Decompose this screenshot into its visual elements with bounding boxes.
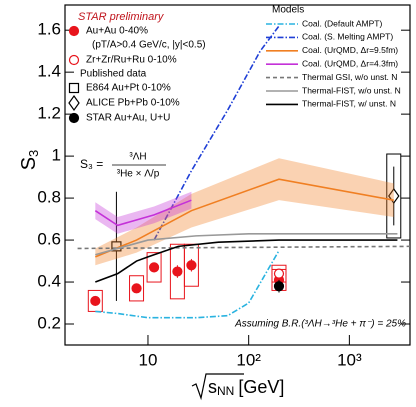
uncertainty-band (95, 191, 192, 234)
sys-box (146, 252, 162, 283)
chart-title: STAR preliminary (78, 11, 165, 23)
sys-box (129, 275, 145, 302)
br-note: Assuming B.R.(³ΛH→³He + π⁻) = 25% (234, 319, 406, 330)
y-tick-label: 0.2 (37, 313, 61, 332)
marker (388, 187, 400, 205)
formula-num: ³ΛH (129, 152, 146, 163)
y-tick-label: 1 (52, 146, 61, 165)
model-line (95, 232, 398, 256)
marker (131, 283, 142, 294)
formula-lhs: S₃ = (80, 157, 103, 171)
model-line (95, 239, 398, 283)
published-header: Published data (80, 69, 147, 80)
marker (68, 112, 80, 124)
legend-label: STAR Au+Au, U+U (86, 113, 170, 124)
x-label-unit: [GeV] (238, 377, 284, 397)
legend-label: Coal. (UrQMD, Δr=4.3fm) (302, 58, 398, 68)
y-tick-label: 1.6 (37, 20, 61, 39)
marker (148, 262, 160, 273)
y-tick-label: 0.4 (37, 272, 61, 291)
model-line (94, 199, 192, 227)
x-label-root: s (208, 377, 217, 397)
legend-label: Thermal-FIST, w/ unst. N (302, 99, 396, 109)
legend-label: Thermal GSI, w/o unst. N (302, 72, 397, 82)
x-tick-label: 10² (236, 350, 261, 369)
y-tick-label: 0.8 (37, 188, 61, 207)
marker (68, 94, 80, 112)
x-label-sub: NN (217, 384, 234, 398)
y-tick-label: 0.6 (37, 230, 61, 249)
marker (273, 281, 285, 292)
marker (172, 266, 183, 277)
marker (68, 82, 80, 94)
marker (68, 25, 80, 37)
model-line (95, 250, 280, 319)
uncertainty-band (95, 158, 394, 266)
x-tick-label: 10 (139, 350, 158, 369)
legend-label: ALICE Pb+Pb 0-10% (86, 98, 180, 109)
model-line (95, 178, 394, 258)
legend-label: Thermal-FIST, w/o unst. N (302, 85, 401, 95)
x-axis-label: sNN [GeV] (208, 377, 284, 398)
legend-label: Coal. (UrQMD, Δr=9.5fm) (302, 45, 398, 55)
legend-label: Coal. (S. Melting AMPT) (302, 32, 393, 42)
marker (90, 295, 101, 307)
y-tick-label: 1.4 (37, 62, 61, 81)
y-axis-label: S3 (18, 150, 41, 171)
legend-label: Au+Au 0-40% (86, 26, 148, 37)
x-tick-label: 10³ (337, 350, 362, 369)
sys-box (386, 153, 402, 239)
sqrt-sign (191, 373, 244, 401)
y-label-sub: 3 (26, 150, 41, 157)
marker (68, 54, 80, 66)
y-tick-label: 1.2 (37, 104, 61, 123)
selection-note: (pT/A>0.4 GeV/c, |y|<0.5) (92, 40, 206, 51)
legend-label: E864 Au+Pt 0-10% (86, 83, 171, 94)
model-line (153, 25, 280, 241)
plot-frame (64, 4, 411, 346)
models-header: Models (272, 5, 304, 16)
marker (273, 268, 285, 279)
legend-label: Zr+Zr/Ru+Ru 0-10% (86, 55, 177, 66)
y-label-main: S (18, 157, 40, 170)
formula-den: ³He × Λ/p (117, 169, 160, 180)
plot-area (77, 25, 410, 319)
marker (186, 260, 197, 271)
legend-label: Coal. (Default AMPT) (302, 18, 382, 28)
